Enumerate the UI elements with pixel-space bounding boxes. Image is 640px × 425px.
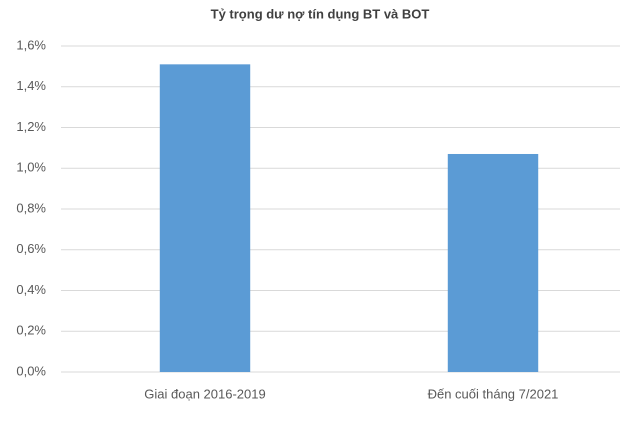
x-tick-label: Đến cuối tháng 7/2021 [428,386,559,401]
y-tick-label: 1,0% [16,160,46,175]
y-tick-label: 0,8% [16,200,46,215]
chart-title: Tỷ trọng dư nợ tín dụng BT và BOT [211,6,430,21]
y-tick-label: 0,2% [16,323,46,338]
x-tick-label: Giai đoạn 2016-2019 [144,386,265,401]
y-tick-label: 1,6% [16,37,46,52]
y-tick-label: 1,2% [16,119,46,134]
y-tick-label: 0,0% [16,363,46,378]
bar [159,64,251,373]
y-tick-label: 0,4% [16,282,46,297]
y-tick-label: 1,4% [16,78,46,93]
bar [447,153,539,372]
y-tick-label: 0,6% [16,241,46,256]
